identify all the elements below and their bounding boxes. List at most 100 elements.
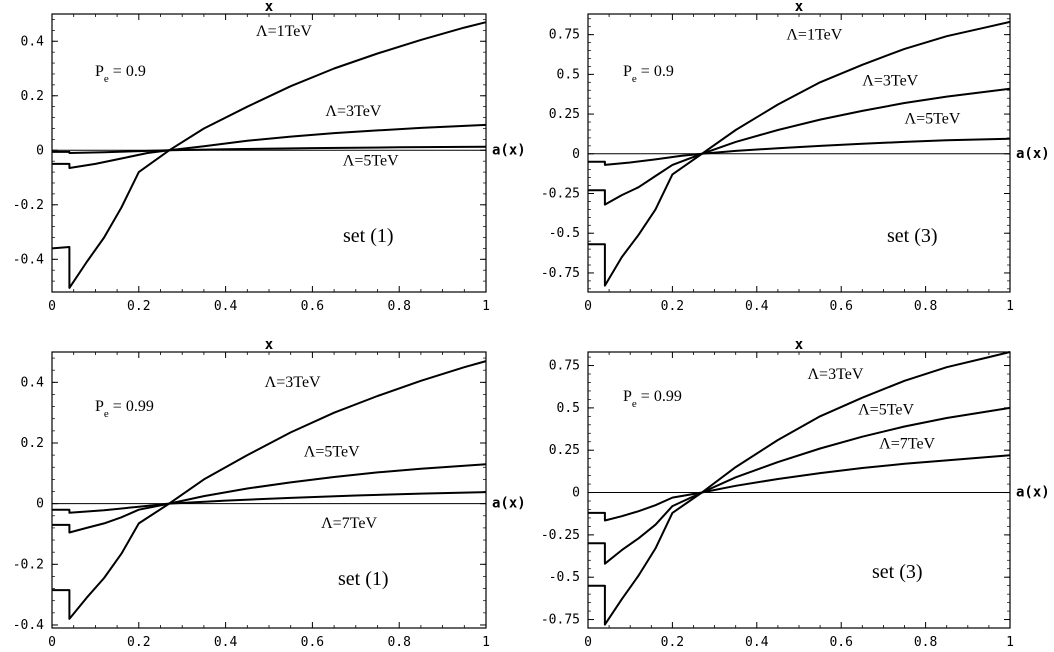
y-tick-label: 0	[36, 497, 44, 512]
curve-label: Λ=7TeV	[879, 436, 935, 453]
curve-label: Λ=5TeV	[304, 444, 360, 461]
y-tick-label: -0.2	[13, 557, 44, 572]
x-tick-label: 1	[1006, 635, 1014, 650]
polarization-subscript: e	[104, 73, 109, 85]
series-line-2	[52, 123, 487, 169]
y-tick-label: 0	[36, 143, 44, 158]
polarization-value: = 0.9	[637, 63, 674, 80]
polarization-symbol: P	[95, 398, 104, 415]
polarization-subscript: e	[632, 73, 637, 85]
x-tick-label: 0.6	[829, 299, 852, 314]
series-line-3	[52, 145, 487, 154]
x-tick-label: 0.4	[745, 635, 769, 650]
curve-label: Λ=5TeV	[905, 111, 961, 128]
set-label: set (3)	[872, 561, 923, 583]
curve-label: Λ=3TeV	[325, 103, 381, 120]
x-tick-label: 0.4	[214, 635, 238, 650]
x-tick-label: 0.6	[301, 635, 324, 650]
x-tick-label: 0.8	[387, 299, 410, 314]
x-tick-label: 0.2	[661, 635, 684, 650]
y-tick-label: -0.75	[541, 613, 580, 628]
series-line-3	[588, 137, 1011, 166]
polarization-symbol: P	[623, 388, 632, 405]
y-tick-label: 0	[572, 147, 580, 162]
x-tick-label: 0	[48, 635, 56, 650]
x-axis-label: x	[795, 0, 804, 15]
set-label: set (1)	[343, 225, 394, 247]
x-tick-label: 0.2	[127, 635, 150, 650]
x-tick-label: 0.4	[214, 299, 238, 314]
curve-label: Λ=5TeV	[858, 402, 914, 419]
curve-label: Λ=7TeV	[321, 515, 377, 532]
x-axis-label: x	[795, 337, 804, 353]
x-tick-label: 0	[48, 299, 56, 314]
polarization-label: Pe = 0.9	[95, 63, 146, 85]
x-tick-label: 0.6	[301, 299, 324, 314]
curve-label: Λ=3TeV	[862, 72, 918, 89]
y-tick-label: 0.5	[557, 67, 580, 82]
curve-label: Λ=1TeV	[256, 23, 312, 40]
polarization-value: = 0.9	[109, 63, 146, 80]
y-tick-label: 0.4	[21, 34, 45, 49]
polarization-symbol: P	[623, 63, 632, 80]
series-line-1	[588, 351, 1011, 626]
chart-panel-1: 0 0.2 0.4 0.6 0.8 1 -0.4 -0.2 0 0.2 0.4 x a(x) Λ=1TeV…	[13, 0, 526, 314]
y-tick-label: -0.5	[549, 226, 580, 241]
y-axis-label: a(x)	[1016, 485, 1050, 501]
y-tick-label: 0	[572, 486, 580, 501]
x-tick-label: 0.8	[914, 299, 937, 314]
y-axis-label: a(x)	[492, 496, 526, 512]
polarization-label: Pe = 0.99	[95, 398, 154, 420]
plot-frame	[587, 13, 1011, 293]
set-label: set (3)	[887, 225, 938, 247]
x-tick-label: 0.2	[127, 299, 150, 314]
set-label: set (1)	[338, 568, 389, 590]
polarization-label: Pe = 0.9	[623, 63, 674, 85]
y-axis-label: a(x)	[492, 142, 526, 158]
chart-panel-3: 0 0.2 0.4 0.6 0.8 1 -0.4 -0.2 0 0.2 0.4 x a(x) Λ=3TeV…	[13, 337, 526, 650]
curve-label: Λ=1TeV	[786, 26, 842, 43]
series-line-1	[51, 21, 487, 289]
series-line-1	[52, 360, 487, 620]
x-tick-label: 0.4	[745, 299, 769, 314]
y-tick-label: -0.5	[549, 570, 580, 585]
x-tick-label: 0.2	[661, 299, 684, 314]
chart-panel-2: 0 0.2 0.4 0.6 0.8 1 -0.75 -0.5 -0.25 0 0.25 0.5 0.75…	[541, 0, 1050, 314]
plot-frame	[51, 351, 487, 629]
y-axis-label: a(x)	[1016, 146, 1050, 162]
chart-panel-4: 0 0.2 0.4 0.6 0.8 1 -0.75 -0.5 -0.25 0 0.25 0.5 0.75…	[541, 337, 1050, 650]
polarization-subscript: e	[632, 398, 637, 410]
y-tick-label: 0.2	[21, 436, 44, 451]
y-tick-label: 0.75	[549, 28, 580, 43]
x-tick-label: 0	[584, 299, 592, 314]
y-tick-label: -0.75	[541, 266, 580, 281]
polarization-subscript: e	[104, 408, 109, 420]
y-tick-label: 0.25	[549, 443, 580, 458]
curve-label: Λ=3TeV	[265, 374, 321, 391]
series-line-2	[588, 406, 1011, 565]
curve-label: Λ=5TeV	[343, 152, 399, 169]
series-line-3	[52, 491, 487, 514]
x-tick-label: 0	[584, 635, 592, 650]
curve-label: Λ=3TeV	[807, 366, 863, 383]
plot-frame	[51, 13, 487, 293]
y-tick-label: 0.4	[21, 375, 45, 390]
series-line-1	[588, 20, 1011, 287]
y-tick-label: 0.25	[549, 107, 580, 122]
polarization-label: Pe = 0.99	[623, 388, 682, 410]
x-tick-label: 1	[482, 299, 490, 314]
polarization-symbol: P	[95, 63, 104, 80]
y-tick-label: 0.5	[557, 401, 580, 416]
x-tick-label: 1	[1006, 299, 1014, 314]
y-tick-label: -0.4	[13, 252, 44, 267]
x-tick-label: 0.8	[387, 635, 410, 650]
y-tick-label: 0.75	[549, 359, 580, 374]
y-tick-label: -0.2	[13, 198, 44, 213]
x-tick-label: 0.8	[914, 635, 937, 650]
polarization-value: = 0.99	[637, 388, 682, 405]
y-tick-label: -0.4	[13, 618, 44, 633]
y-tick-label: -0.25	[541, 528, 580, 543]
x-tick-label: 1	[482, 635, 490, 650]
x-tick-label: 0.6	[829, 635, 852, 650]
